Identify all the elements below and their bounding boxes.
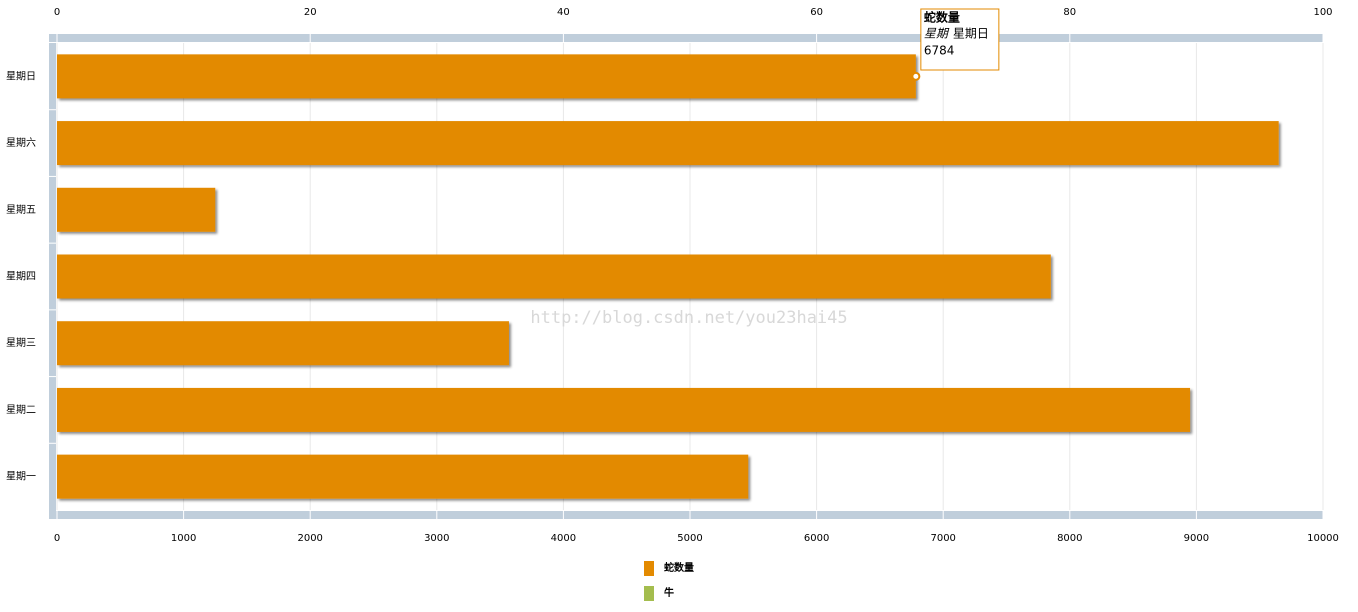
y-tick-label: 星期二 [6, 404, 36, 416]
bottom-axis [49, 511, 1323, 519]
hover-point [911, 71, 921, 81]
x-tick-label: 5000 [677, 533, 702, 544]
x2-tick-label: 20 [304, 7, 317, 18]
tooltip-value: 6784 [924, 44, 955, 58]
x2-tick-label: 40 [557, 7, 570, 18]
tooltip [920, 8, 1000, 71]
bar [57, 387, 1191, 432]
x2-tick-label: 0 [54, 7, 60, 18]
x2-tick-label: 100 [1313, 7, 1332, 18]
top-axis [49, 34, 1323, 42]
bar [57, 187, 216, 232]
x-tick-label: 3000 [424, 533, 449, 544]
bar [57, 254, 1051, 299]
x-tick-label: 8000 [1057, 533, 1082, 544]
x-tick-label: 7000 [930, 533, 955, 544]
y-tick-label: 星期日 [6, 70, 36, 82]
y-tick-label: 星期五 [6, 204, 36, 216]
x-tick-label: 9000 [1184, 533, 1209, 544]
y-tick-label: 星期一 [6, 471, 36, 483]
legend-label: 牛 [664, 586, 674, 599]
x-tick-label: 6000 [804, 533, 829, 544]
tooltip-category: 星期日 [953, 27, 989, 41]
bar [57, 321, 509, 366]
x2-tick-label: 60 [810, 7, 823, 18]
legend-swatch [644, 561, 654, 576]
x-tick-label: 0 [54, 533, 60, 544]
tooltip-label: 星期 [924, 27, 950, 41]
x2-tick-label: 80 [1063, 7, 1076, 18]
x-tick-label: 4000 [551, 533, 576, 544]
legend-swatch [644, 586, 654, 601]
y-tick-label: 星期六 [6, 137, 36, 149]
x-tick-label: 2000 [297, 533, 322, 544]
x-tick-label: 1000 [171, 533, 196, 544]
y-tick-label: 星期四 [6, 271, 36, 283]
bar [57, 54, 916, 99]
y-tick-label: 星期三 [6, 337, 36, 349]
bar [57, 121, 1279, 166]
tooltip-series: 蛇数量 [924, 10, 960, 25]
marks [57, 54, 1279, 499]
legend-label: 蛇数量 [664, 561, 694, 574]
left-axis [49, 43, 56, 511]
bar [57, 454, 749, 499]
watermark: http://blog.csdn.net/you23hai45 [530, 308, 847, 328]
x-tick-label: 10000 [1307, 533, 1339, 544]
